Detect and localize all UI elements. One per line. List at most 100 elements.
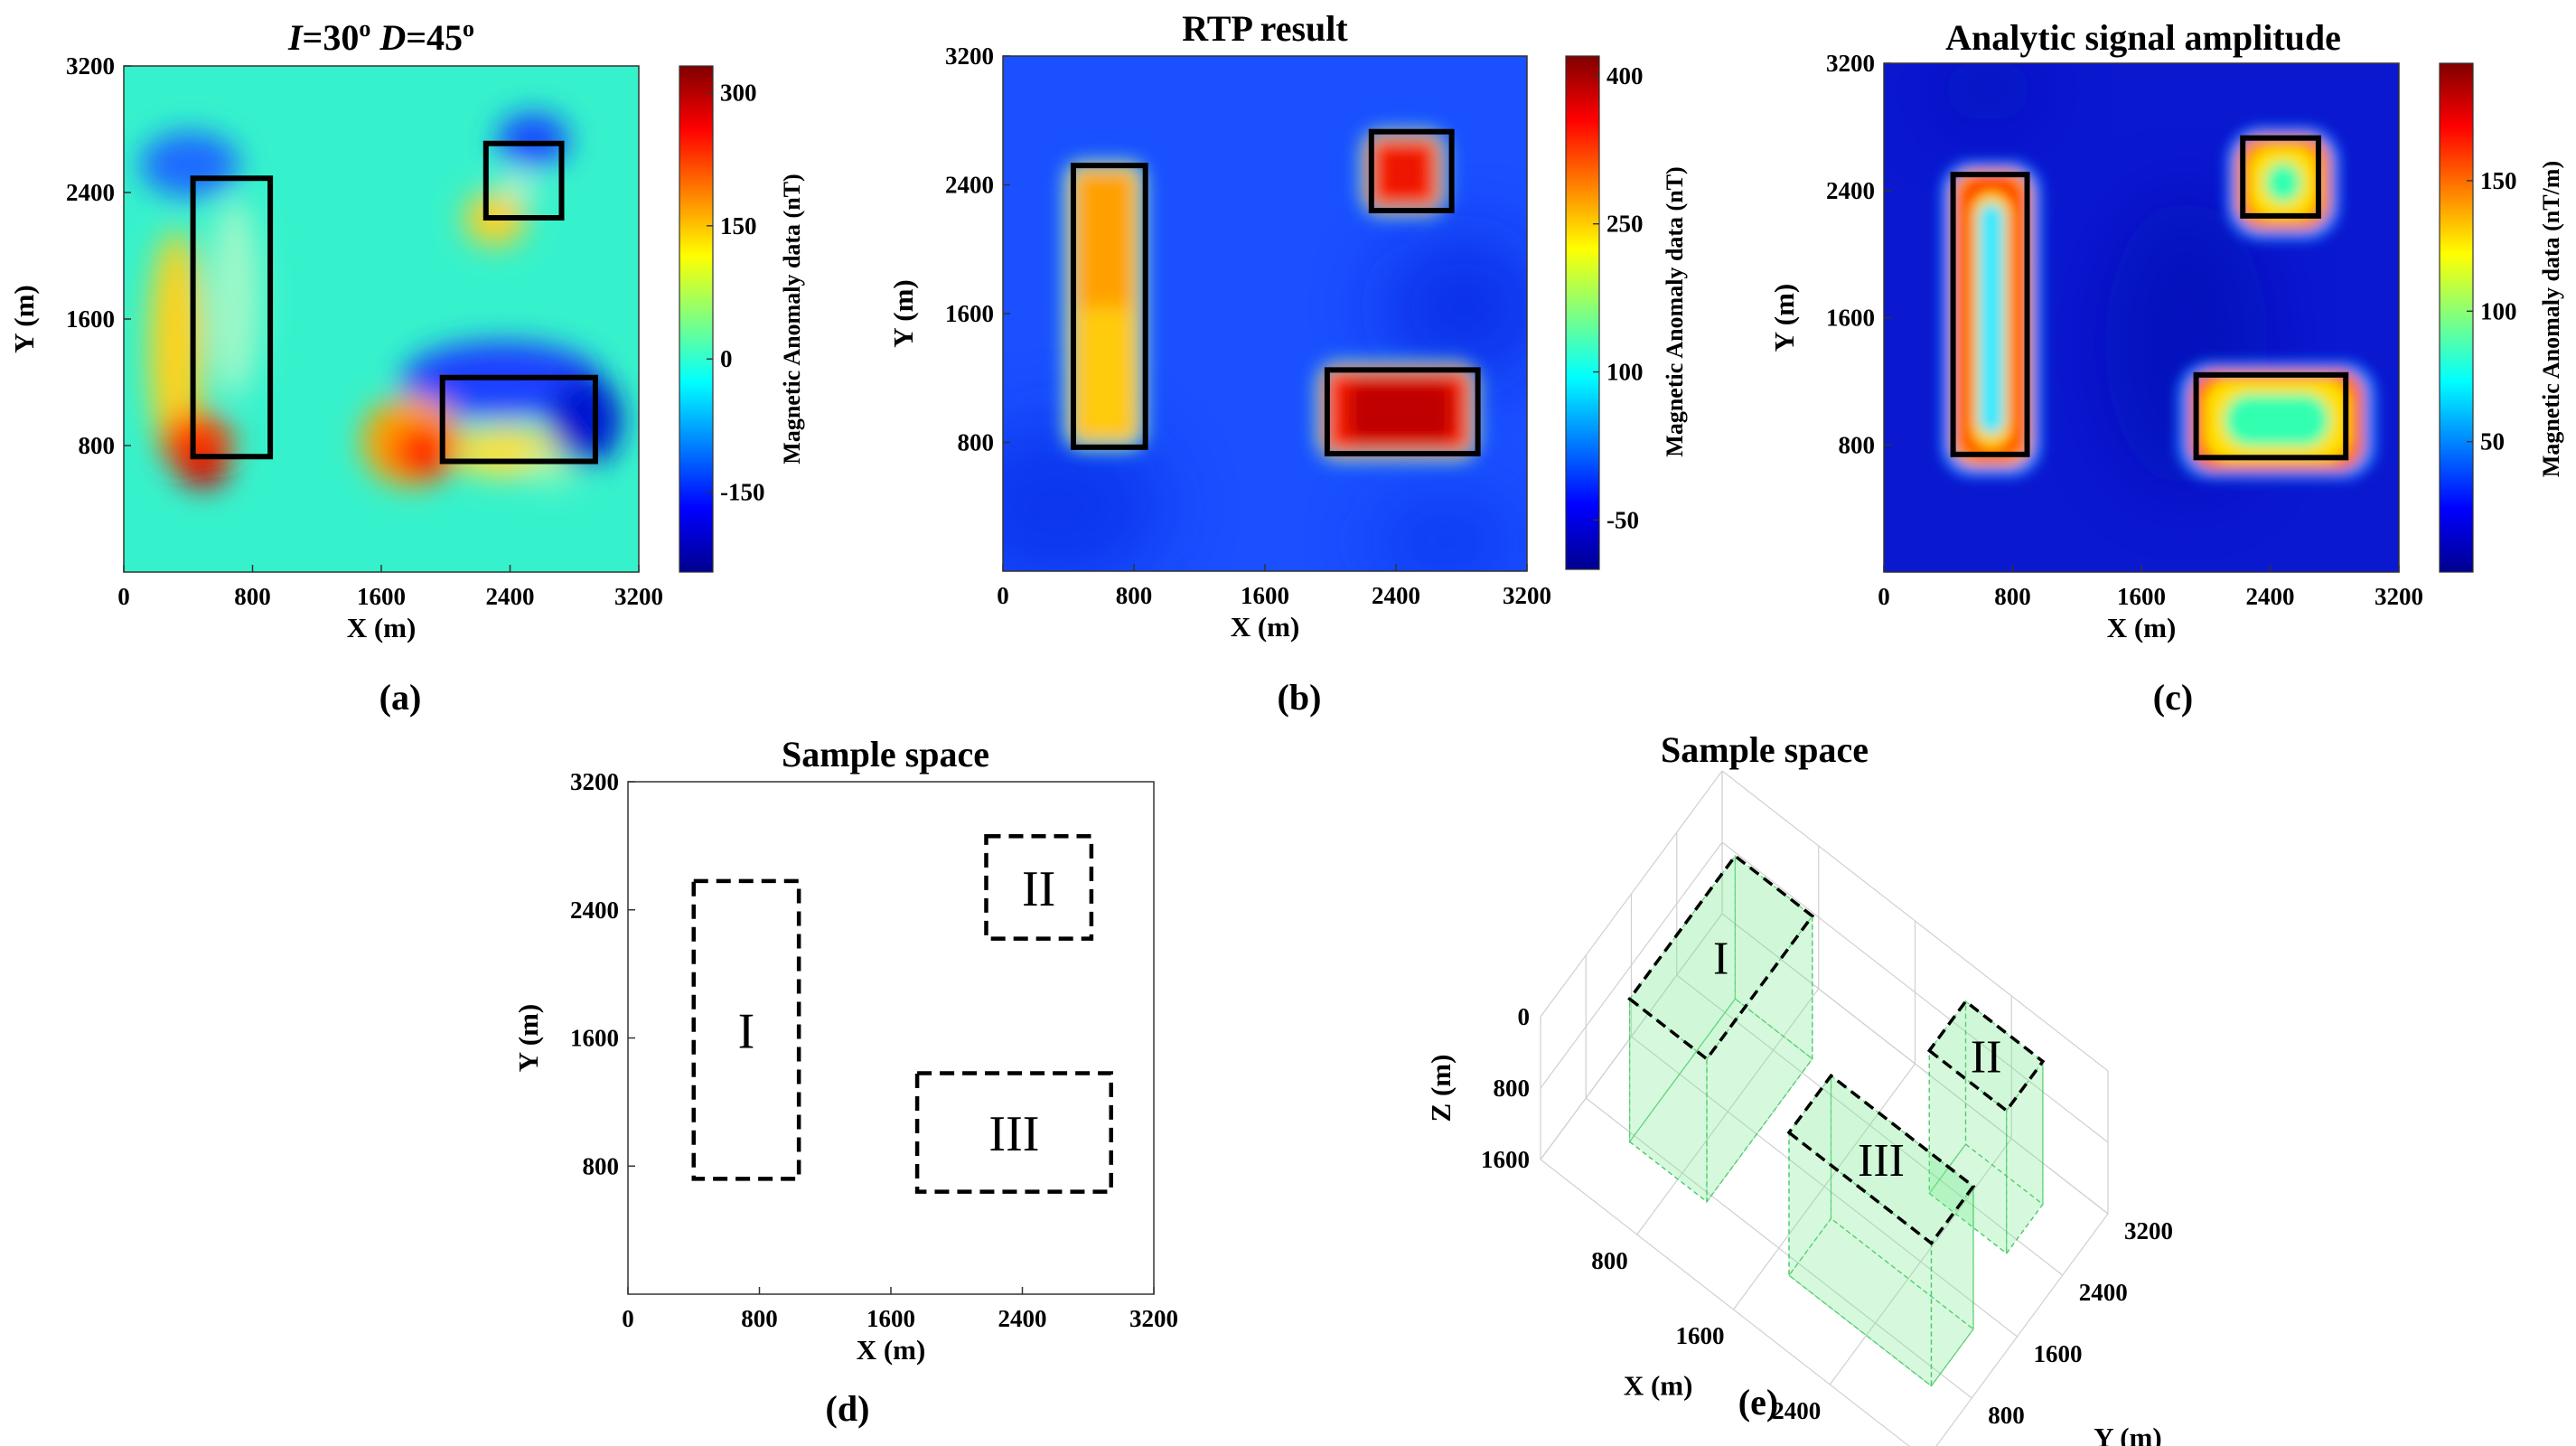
panel-c-colorbar-ticks: 50 100 150 — [2467, 167, 2517, 455]
box-face — [1788, 1217, 1974, 1387]
x-tick-label: 800 — [1994, 583, 2031, 610]
x-tick-label: 1600 — [1241, 582, 1289, 609]
box-face — [1928, 1049, 2008, 1255]
y-tick-label: 2400 — [2079, 1279, 2128, 1306]
region-label: II — [1022, 861, 1055, 917]
colorbar-tick-label: 0 — [720, 345, 733, 372]
grid-line — [1721, 841, 2109, 1143]
colorbar-tick-label: 150 — [2480, 167, 2517, 194]
panel-a-axes: 0 800 1600 2400 3200 800 1600 2400 3200 X (m) Y (m… — [8, 52, 663, 643]
region-outline — [691, 878, 801, 1181]
colorbar-tick-label: 400 — [1606, 62, 1644, 89]
panel-b-heatmap — [1003, 56, 1527, 571]
box-face — [1830, 1074, 1974, 1331]
panel-d-plot-frame — [627, 781, 1155, 1295]
panel-e-3d-scene: IIIIII0800160080016002400320008001600240… — [1425, 770, 2173, 1446]
body-outline — [2240, 135, 2321, 219]
y-tick-label: 1600 — [2034, 1340, 2083, 1367]
y-tick-label: 3200 — [2124, 1217, 2173, 1244]
panel-c-heatmap — [1884, 63, 2399, 572]
colorbar-tick-label: 300 — [720, 79, 757, 106]
panel-b-title: RTP result — [1182, 8, 1348, 49]
x-tick-label: 2400 — [1772, 1397, 1821, 1424]
x-tick-label: 1600 — [1676, 1322, 1725, 1349]
sample-box: II — [1926, 999, 2046, 1255]
panel-c: 0 800 1600 2400 3200 800 1600 2400 3200 X (m) Y (m… — [1768, 17, 2564, 718]
box-top-outline — [1627, 853, 1815, 1062]
y-axis-label: Y (m) — [512, 1004, 544, 1072]
x-axis-label: X (m) — [857, 1334, 926, 1366]
y-tick-label: 2400 — [1826, 177, 1875, 204]
panel-c-axes: 0 800 1600 2400 3200 800 1600 2400 3200 X (m) Y (m… — [1768, 50, 2423, 643]
body-outline — [1324, 367, 1481, 456]
sample-box: I — [1627, 853, 1815, 1204]
box-face — [1706, 914, 1813, 1204]
x-tick-label: 1600 — [866, 1305, 915, 1332]
y-tick-label: 800 — [583, 1152, 620, 1179]
colorbar-tick-label: 100 — [1606, 359, 1644, 386]
grid-line — [1721, 913, 2109, 1215]
x-axis-label: X (m) — [1231, 611, 1300, 643]
panel-a-colorbar-ticks: -150 0 150 300 — [707, 79, 765, 506]
box-label: III — [1858, 1135, 1905, 1187]
x-tick-label: 3200 — [2375, 583, 2423, 610]
panel-d-label: (d) — [826, 1388, 870, 1429]
x-tick-label: 3200 — [1129, 1305, 1178, 1332]
panel-a-label: (a) — [379, 677, 422, 718]
box-top-outline — [1926, 999, 2046, 1113]
panel-b-axes: 0 800 1600 2400 3200 800 1600 2400 3200 X (m) Y (m… — [887, 42, 1551, 643]
colorbar-tick-label: 250 — [1606, 211, 1644, 238]
x-tick-label: 2400 — [2246, 583, 2295, 610]
body-outline — [1950, 172, 2030, 457]
y-tick-label: 2400 — [570, 897, 619, 924]
panel-b: 0 800 1600 2400 3200 800 1600 2400 3200 X (m) Y (m… — [887, 8, 1688, 718]
x-tick-label: 800 — [234, 583, 271, 610]
colorbar-tick-label: 50 — [2480, 428, 2505, 455]
body-outline — [1368, 128, 1455, 213]
box-label: II — [1971, 1031, 2002, 1083]
panel-a-title: I=30o D=45o — [287, 15, 474, 58]
region-outline — [984, 833, 1094, 941]
x-tick-label: 0 — [622, 1305, 634, 1332]
x-tick-label: 1600 — [2117, 583, 2166, 610]
grid-line — [1540, 841, 1723, 1089]
body-outline — [1070, 163, 1148, 450]
colorbar-tick-label: 100 — [2480, 297, 2517, 324]
x-tick-label: 2400 — [1372, 582, 1420, 609]
panel-d-axes: 0 800 1600 2400 3200 800 1600 2400 3200 X (m) Y (m… — [512, 768, 1178, 1366]
panel-b-bodies — [1070, 128, 1481, 456]
panel-b-colorbar-label: Magnetic Anomaly data (nT) — [1662, 166, 1688, 456]
y-tick-label: 800 — [958, 429, 995, 456]
panel-c-colorbar — [2439, 62, 2474, 573]
x-tick-label: 0 — [997, 582, 1009, 609]
x-tick-label: 2400 — [486, 583, 535, 610]
grid-line — [1540, 913, 1723, 1160]
body-outline — [190, 175, 274, 460]
x-tick-label: 1600 — [357, 583, 406, 610]
panel-e: IIIIII0800160080016002400320008001600240… — [1425, 729, 2173, 1446]
y-axis-label: Y (m) — [1768, 284, 1800, 352]
box-face — [1788, 1074, 1832, 1278]
y-axis-label: Y (m) — [887, 279, 919, 347]
x-axis-label: X (m) — [347, 612, 417, 643]
x-axis-label: X (m) — [1624, 1370, 1693, 1402]
colorbar-tick-label: -150 — [720, 479, 765, 506]
colorbar-tick-label: -50 — [1606, 506, 1639, 533]
region-label: I — [738, 1004, 755, 1060]
y-tick-label: 1600 — [1826, 305, 1875, 332]
panel-a: 0 800 1600 2400 3200 800 1600 2400 3200 X (m) Y (m… — [8, 15, 805, 718]
panel-a-colorbar-label: Magnetic Anomaly data (nT) — [779, 174, 805, 464]
grid-line — [1935, 1213, 2109, 1446]
panel-e-label: (e) — [1738, 1382, 1778, 1423]
x-tick-label: 800 — [1116, 582, 1153, 609]
y-tick-label: 3200 — [1826, 50, 1875, 77]
z-tick-label: 0 — [1518, 1003, 1531, 1030]
y-tick-label: 3200 — [570, 768, 619, 795]
y-tick-label: 1600 — [945, 300, 994, 327]
y-tick-label: 2400 — [945, 172, 994, 199]
panel-a-colorbar — [679, 65, 714, 573]
body-outline — [482, 140, 565, 221]
colorbar-tick-label: 150 — [720, 212, 757, 239]
